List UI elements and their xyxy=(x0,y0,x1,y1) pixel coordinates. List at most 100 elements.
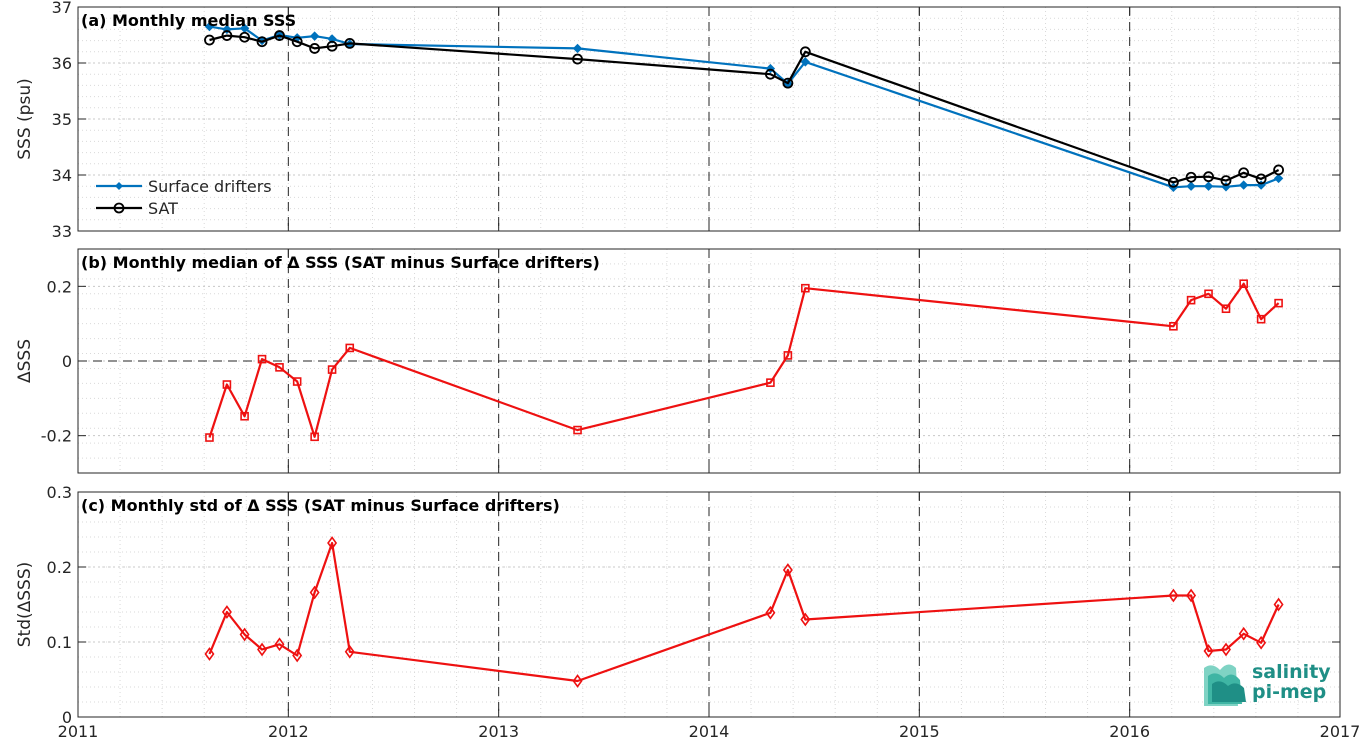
salinity-pi-mep-logo: salinity pi-mep xyxy=(1204,661,1331,706)
legend-marker xyxy=(113,202,125,214)
data-point xyxy=(239,627,250,642)
data-point xyxy=(274,637,285,652)
legend-entry: Surface drifters xyxy=(148,177,272,196)
y-axis-label: ΔSSS xyxy=(15,339,35,383)
data-point xyxy=(256,36,268,48)
data-point xyxy=(1220,175,1232,187)
data-point xyxy=(257,354,267,364)
data-point xyxy=(291,36,303,48)
data-point xyxy=(221,605,232,619)
y-tick-label: 35 xyxy=(52,110,72,129)
y-tick-label: 0 xyxy=(62,708,72,727)
data-point xyxy=(240,411,249,421)
data-point xyxy=(765,68,776,80)
legend-marker xyxy=(115,182,123,190)
data-point xyxy=(1238,626,1249,641)
y-tick-label: 0.2 xyxy=(47,558,72,577)
y-tick-label: 0 xyxy=(62,352,72,371)
y-tick-label: 36 xyxy=(52,54,72,73)
y-axis-label: Std(ΔSSS) xyxy=(15,562,35,648)
data-point xyxy=(239,31,250,43)
data-point xyxy=(310,432,319,442)
y-axis-label: SSS (psu) xyxy=(15,78,35,159)
data-point xyxy=(1204,289,1213,299)
data-point xyxy=(327,536,338,550)
data-point xyxy=(800,612,811,627)
y-tick-label: 33 xyxy=(52,222,72,241)
data-point xyxy=(799,46,811,58)
data-point xyxy=(344,644,355,659)
data-point xyxy=(205,433,214,442)
data-point xyxy=(1273,164,1284,176)
data-point xyxy=(309,31,320,41)
data-point xyxy=(766,378,775,387)
data-point xyxy=(1168,176,1179,188)
data-point xyxy=(1239,279,1248,289)
panel-c-std-delta-sss: 0 0.1 0.2 0.3 2011 2012 2013 2014 2015 2016 2017 St… xyxy=(15,483,1360,741)
logo-line-2: pi-mep xyxy=(1252,681,1326,703)
data-point xyxy=(782,563,793,577)
data-point xyxy=(257,642,268,657)
data-point xyxy=(573,425,582,435)
data-point xyxy=(801,283,810,293)
x-tick-label: 2015 xyxy=(899,722,940,741)
x-tick-label: 2012 xyxy=(268,722,309,741)
y-tick-label: 0.3 xyxy=(47,483,72,502)
data-point xyxy=(572,43,583,54)
data-point xyxy=(344,38,356,49)
y-tick-label: 0.2 xyxy=(47,277,72,296)
y-tick-label: 34 xyxy=(52,166,72,185)
data-point xyxy=(1238,167,1250,179)
data-point xyxy=(1238,180,1249,190)
data-point xyxy=(309,43,321,54)
data-point xyxy=(1203,644,1214,658)
data-point xyxy=(292,377,302,386)
data-point xyxy=(292,648,303,663)
data-point xyxy=(309,585,320,600)
data-point xyxy=(327,365,337,374)
series-line xyxy=(209,34,1280,184)
data-point xyxy=(345,343,355,353)
y-tick-label: 0.1 xyxy=(47,633,72,652)
data-point xyxy=(572,674,583,688)
data-point xyxy=(1255,173,1267,185)
data-point xyxy=(1168,588,1179,603)
data-point xyxy=(1273,173,1284,184)
legend-entry: SAT xyxy=(148,199,178,218)
panel-title: (b) Monthly median of Δ SSS (SAT minus S… xyxy=(81,253,600,272)
data-point xyxy=(783,351,793,360)
x-tick-label: 2013 xyxy=(478,722,519,741)
data-point xyxy=(204,647,215,661)
data-point xyxy=(204,21,215,32)
logo-waves-icon xyxy=(1204,664,1246,706)
y-tick-label: 37 xyxy=(52,0,72,17)
panel-b-median-delta-sss: -0.2 0 0.2 ΔSSS (b) Monthly median of Δ SSS … xyxy=(15,248,1341,474)
x-tick-label: 2016 xyxy=(1109,722,1150,741)
panel-title: (a) Monthly median SSS xyxy=(81,11,296,30)
data-point xyxy=(274,30,285,41)
data-point xyxy=(327,34,337,44)
x-tick-label: 2017 xyxy=(1320,722,1361,741)
data-point xyxy=(221,30,233,41)
x-tick-label: 2014 xyxy=(689,722,730,741)
data-point xyxy=(1256,635,1267,650)
data-point xyxy=(1274,298,1283,308)
data-point xyxy=(1221,304,1231,314)
y-tick-label: -0.2 xyxy=(41,427,72,446)
panel-title: (c) Monthly std of Δ SSS (SAT minus Surf… xyxy=(81,496,560,515)
data-point xyxy=(204,34,215,46)
data-point xyxy=(1221,642,1231,657)
data-point xyxy=(326,40,338,52)
data-point xyxy=(800,57,811,67)
data-point xyxy=(1203,181,1214,191)
data-point xyxy=(1169,321,1178,331)
data-point xyxy=(1256,314,1266,324)
data-point xyxy=(765,605,776,620)
data-point xyxy=(1203,171,1214,183)
data-point xyxy=(1185,171,1197,183)
data-point xyxy=(572,53,583,65)
data-point xyxy=(782,77,794,89)
data-point xyxy=(222,380,232,389)
data-point xyxy=(275,363,284,372)
